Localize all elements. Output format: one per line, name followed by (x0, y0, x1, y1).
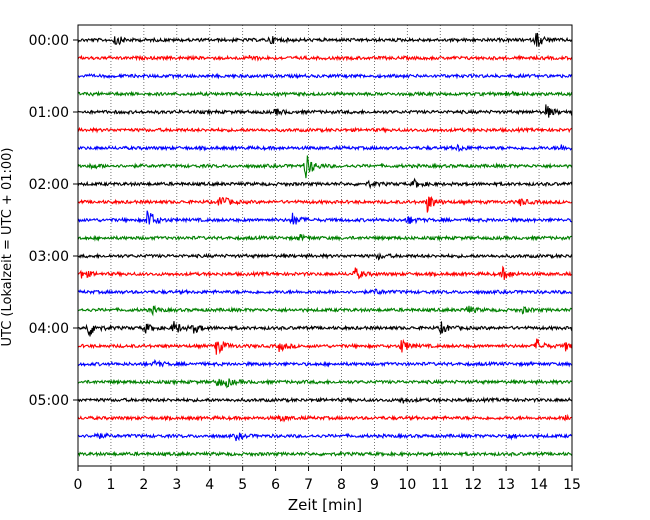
y-tick-label: 05:00 (29, 393, 69, 409)
y-axis-label: UTC (Lokalzeit = UTC + 01:00) (0, 148, 15, 347)
x-tick-label: 9 (370, 477, 379, 493)
trace-14 (77, 288, 573, 296)
trace-21 (77, 413, 573, 423)
y-tick-label: 04:00 (29, 321, 69, 337)
x-tick-label: 10 (398, 477, 416, 493)
x-tick-label: 6 (271, 477, 280, 493)
x-tick-label: 11 (431, 477, 449, 493)
trace-3 (77, 90, 573, 98)
x-tick-label: 8 (337, 477, 346, 493)
trace-10 (77, 210, 573, 225)
trace-15 (77, 304, 573, 317)
trace-16 (77, 321, 573, 337)
trace-22 (77, 432, 573, 442)
trace-23 (77, 450, 573, 458)
trace-0 (77, 32, 573, 47)
x-tick-label: 15 (563, 477, 581, 493)
trace-17 (77, 338, 573, 355)
x-tick-label: 7 (304, 477, 313, 493)
x-tick-label: 4 (205, 477, 214, 493)
trace-7 (77, 155, 573, 179)
y-tick-label: 03:00 (29, 249, 69, 265)
trace-1 (77, 54, 573, 62)
trace-9 (77, 195, 573, 213)
trace-6 (77, 143, 573, 153)
x-axis-ticks: 0 1 2 3 4 5 6 7 8 9 10 11 12 13 14 15 (74, 466, 581, 493)
trace-11 (77, 233, 573, 242)
trace-19 (77, 378, 573, 389)
x-tick-label: 0 (74, 477, 83, 493)
x-tick-label: 1 (106, 477, 115, 493)
x-tick-label: 5 (238, 477, 247, 493)
seismic-traces (77, 32, 573, 458)
y-tick-label: 01:00 (29, 105, 69, 121)
trace-2 (77, 72, 573, 80)
x-axis-label: Zeit [min] (288, 496, 362, 514)
x-tick-label: 12 (464, 477, 482, 493)
x-tick-label: 2 (139, 477, 148, 493)
plot-frame (77, 24, 573, 467)
y-tick-label: 00:00 (29, 33, 69, 49)
y-axis-ticks: 00:00 01:00 02:00 03:00 04:00 05:00 (29, 33, 78, 409)
y-tick-label: 02:00 (29, 177, 69, 193)
x-tick-label: 13 (497, 477, 515, 493)
trace-8 (77, 177, 573, 190)
trace-12 (77, 252, 573, 261)
trace-20 (77, 396, 573, 404)
trace-5 (77, 126, 573, 134)
trace-4 (77, 104, 573, 118)
trace-18 (77, 359, 573, 368)
x-tick-label: 3 (172, 477, 181, 493)
trace-13 (77, 265, 573, 281)
x-tick-label: 14 (530, 477, 548, 493)
